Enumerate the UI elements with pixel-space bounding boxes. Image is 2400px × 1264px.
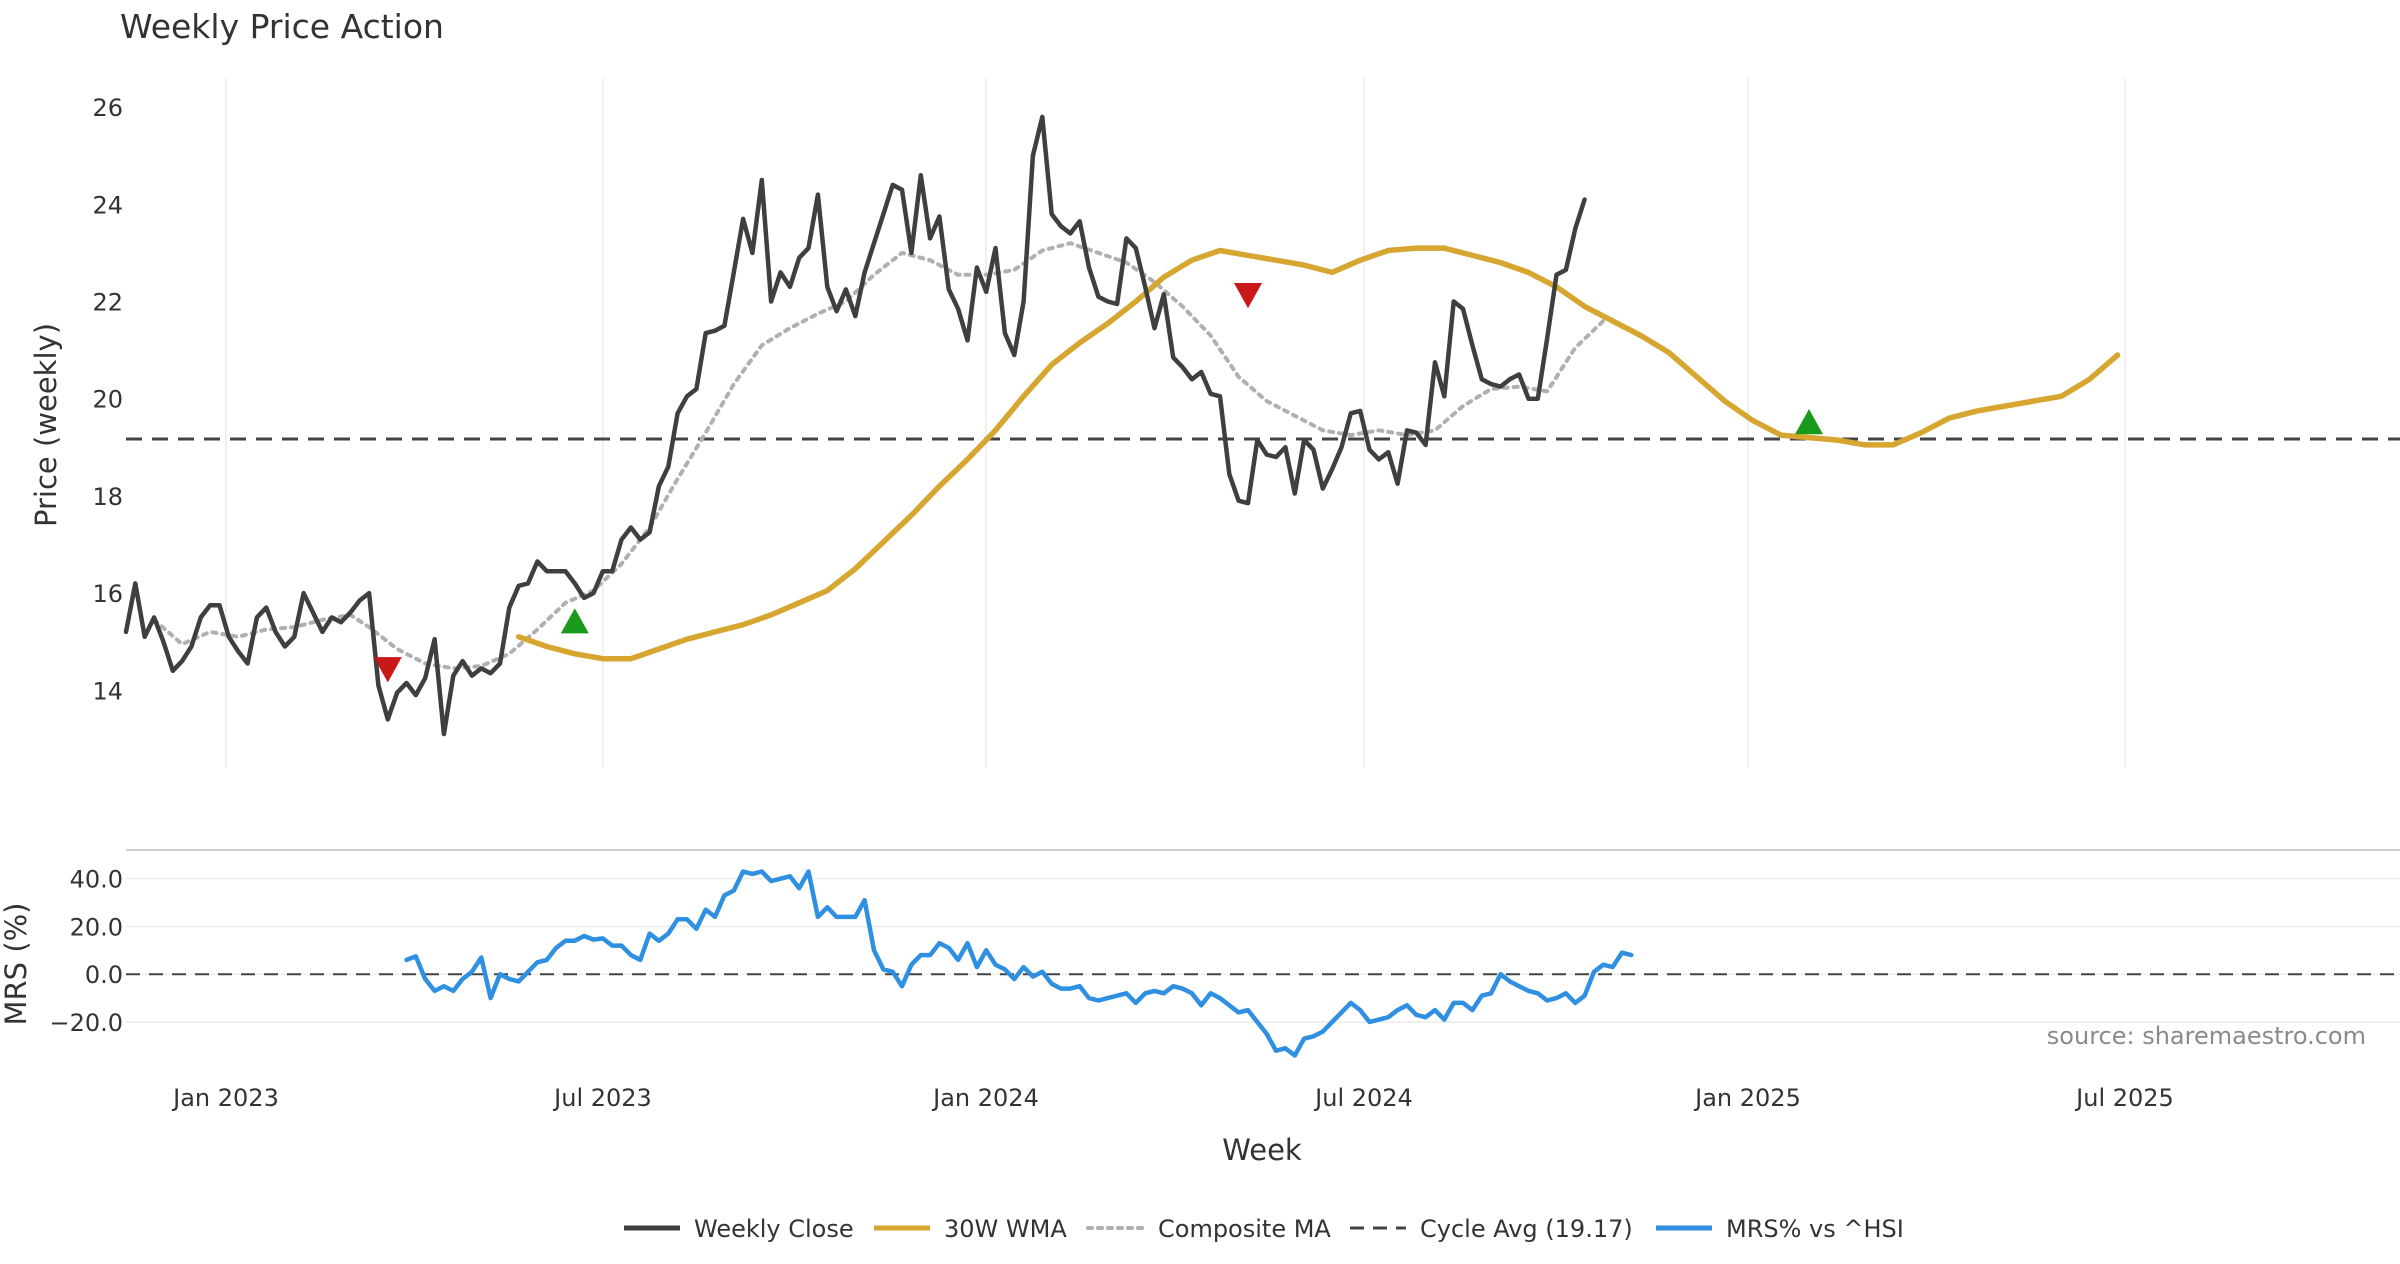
buy-signal-marker-1	[560, 608, 589, 634]
mrs-grid	[126, 877, 2400, 1023]
price-y-tick-5: 24	[92, 191, 123, 219]
mrs-y-tick-2: 0.0	[85, 961, 123, 989]
legend-label-composite: Composite MA	[1158, 1215, 1331, 1243]
price-y-tick-0: 14	[92, 677, 123, 705]
legend-label-close: Weekly Close	[694, 1215, 854, 1243]
mrs-line	[404, 869, 1634, 1058]
legend-label-mrs: MRS% vs ^HSI	[1726, 1215, 1904, 1243]
price-y-ticks: 14 16 18 20 22 24 26	[92, 94, 123, 705]
signal-markers	[373, 283, 1823, 683]
price-y-axis-label: Price (weekly)	[29, 323, 63, 527]
price-y-tick-6: 26	[92, 94, 123, 122]
sell-signal-marker-0	[373, 657, 402, 683]
price-y-tick-2: 18	[92, 483, 123, 511]
mrs-y-tick-1: 20.0	[70, 913, 123, 941]
sell-signal-marker-2	[1234, 283, 1262, 309]
x-tick-5: Jul 2025	[2074, 1084, 2174, 1112]
mrs-y-ticks: 40.0 20.0 0.0 −20.0	[49, 866, 123, 1037]
mrs-y-axis-label: MRS (%)	[0, 903, 33, 1026]
legend-item-composite: Composite MA	[1086, 1215, 1331, 1243]
legend-item-close: Weekly Close	[624, 1215, 854, 1243]
legend: Weekly Close 30W WMA Composite MA Cycle Avg…	[624, 1215, 1904, 1243]
x-tick-3: Jul 2024	[1313, 1084, 1413, 1112]
legend-item-wma: 30W WMA	[874, 1215, 1067, 1243]
price-y-tick-3: 20	[92, 386, 123, 414]
x-tick-1: Jul 2023	[552, 1084, 652, 1112]
mrs-y-tick-3: −20.0	[49, 1009, 123, 1037]
price-grid	[225, 78, 2126, 768]
legend-label-cycle: Cycle Avg (19.17)	[1420, 1215, 1633, 1243]
source-label: source: sharemaestro.com	[2047, 1022, 2366, 1050]
composite-ma-line	[152, 241, 1606, 671]
x-axis-ticks: Jan 2023 Jul 2023 Jan 2024 Jul 2024 Jan 2025…	[171, 1084, 2174, 1112]
legend-item-mrs: MRS% vs ^HSI	[1656, 1215, 1904, 1243]
legend-label-wma: 30W WMA	[944, 1215, 1067, 1243]
legend-item-cycle: Cycle Avg (19.17)	[1350, 1215, 1633, 1243]
x-tick-0: Jan 2023	[171, 1084, 279, 1112]
wma-30w-line	[515, 245, 2121, 662]
chart-title: Weekly Price Action	[120, 7, 444, 46]
price-panel: 14 16 18 20 22 24 26 Price (weekly)	[29, 78, 2400, 768]
weekly-close-line	[123, 114, 1587, 737]
mrs-panel: 40.0 20.0 0.0 −20.0 MRS (%) source: sharema…	[0, 849, 2400, 1058]
x-tick-2: Jan 2024	[931, 1084, 1039, 1112]
x-axis-label: Week	[1222, 1133, 1302, 1167]
price-y-tick-4: 22	[92, 289, 123, 317]
price-y-tick-1: 16	[92, 580, 123, 608]
mrs-y-tick-0: 40.0	[70, 866, 123, 894]
x-tick-4: Jan 2025	[1693, 1084, 1801, 1112]
buy-signal-marker-3	[1795, 409, 1823, 435]
